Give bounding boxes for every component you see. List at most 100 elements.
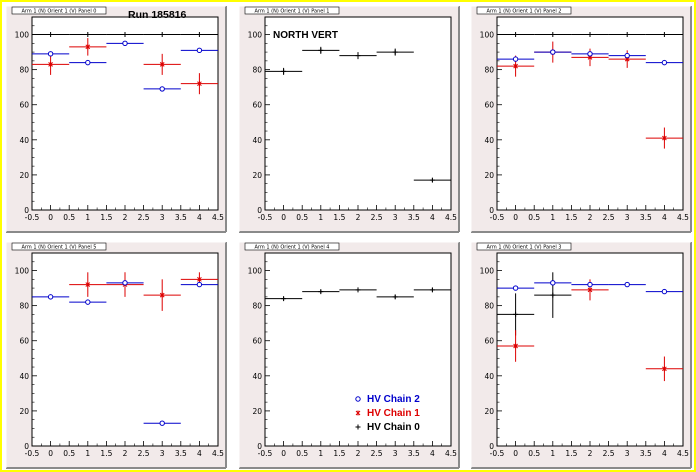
data-point-chain2 [587,281,593,288]
panel-title-box [476,242,572,251]
y-tick-label: 0 [24,442,29,451]
y-tick-label: 100 [480,31,495,40]
data-point-chain1 [662,366,667,372]
data-point-chain0 [355,53,361,59]
x-tick-label: 3.5 [408,213,420,222]
x-tick-label: 0.5 [296,213,308,222]
x-tick-label: 1.5 [565,449,577,458]
y-tick-label: 20 [484,171,494,180]
y-tick-label: 40 [252,136,262,145]
x-tick-label: -0.5 [25,213,40,222]
panel-title-box [244,6,340,15]
panel-title-box [476,6,572,15]
x-tick-label: 1 [318,449,323,458]
panel-3: Arm 1 (N) Orient 1 (V) Panel 5-0.5 0 0.5 1 1… [5,241,227,469]
data-point-chain2 [624,281,630,288]
legend-marker-chain2 [355,396,361,402]
x-tick-label: 4 [430,213,435,222]
x-tick-label: 0 [281,213,286,222]
data-point-chain2 [624,52,630,59]
x-tick-label: 4.5 [677,449,689,458]
x-tick-label: 4 [662,449,667,458]
data-point-chain0 [281,296,287,302]
x-tick-label: 0 [48,213,53,222]
panel-5: Arm 1 (N) Orient 1 (V) Panel 3-0.5 0 0.5 1 1… [470,241,692,469]
data-point-chain2 [85,59,91,66]
panel-4: Arm 1 (N) Orient 1 (V) Panel 4-0.5 0 0.5 1 1… [238,241,460,469]
legend-marker-chain1 [355,410,361,416]
data-point-chain2 [587,51,593,57]
x-tick-label: 0.5 [296,449,308,458]
y-tick-label: 60 [19,337,29,346]
y-tick-label: 100 [248,267,263,276]
panel-title: Arm 1 (N) Orient 1 (V) Panel 3 [487,245,562,251]
x-tick-label: 4 [197,213,202,222]
y-tick-label: 20 [19,171,29,180]
data-point-chain0 [392,49,398,55]
x-tick-label: 2 [356,213,361,222]
data-point-chain1 [159,61,165,67]
x-tick-label: 1.5 [333,213,345,222]
x-tick-label: -0.5 [490,213,505,222]
data-point-chain0 [429,177,435,183]
plot-frame [496,16,684,211]
data-point-chain2 [159,420,165,426]
x-tick-label: 3 [393,213,398,222]
y-tick-label: 80 [19,302,29,311]
data-point-chain2 [47,294,54,300]
x-tick-label: 4 [662,213,667,222]
y-tick-label: 80 [19,66,29,75]
x-tick-label: 0.5 [528,449,540,458]
data-point-chain1 [197,276,202,282]
legend-marker-chain0 [355,424,361,430]
data-point-chain1 [662,135,667,141]
data-point-chain2 [550,280,556,286]
data-point-chain0 [550,32,556,38]
x-tick-label: 1.5 [100,213,112,222]
data-point-chain0 [550,292,556,298]
x-tick-label: 3.5 [640,449,652,458]
data-point-chain0 [48,32,54,38]
x-tick-label: 0.5 [63,449,75,458]
data-point-chain2 [550,49,556,55]
x-tick-label: 4 [430,449,435,458]
x-tick-label: 2.5 [138,449,150,458]
data-point-chain0 [159,32,165,38]
x-tick-label: 2 [123,449,128,458]
x-tick-label: 4 [197,449,202,458]
panel-title: Arm 1 (N) Orient 1 (V) Panel 2 [487,9,562,15]
x-tick-label: 2 [588,213,593,222]
data-point-chain2 [512,285,519,291]
legend-label-chain0: HV Chain 0 [367,422,420,433]
x-tick-label: 0 [48,449,53,458]
x-tick-label: 1.5 [100,449,112,458]
y-tick-label: 40 [19,136,29,145]
data-point-chain2 [122,280,128,286]
y-tick-label: 0 [489,442,494,451]
run-label: Run 185816 [128,9,187,21]
y-tick-label: 0 [257,442,262,451]
x-tick-label: 3 [393,449,398,458]
y-tick-label: 40 [484,136,494,145]
legend-label-chain2: HV Chain 2 [367,394,420,405]
panel-0: Arm 1 (N) Orient 1 (V) Panel 0-0.5 0 0.5 1 1… [5,5,227,233]
x-tick-label: 3.5 [408,449,420,458]
y-tick-label: 0 [489,206,494,215]
data-point-chain1 [197,81,202,87]
x-tick-label: 2.5 [603,213,615,222]
x-tick-label: 3 [160,213,165,222]
x-tick-label: 4.5 [445,449,457,458]
x-tick-label: -0.5 [258,449,273,458]
y-tick-label: 80 [252,66,262,75]
panel-title-box [244,242,340,251]
data-point-chain0 [318,289,324,295]
y-tick-label: 20 [252,171,262,180]
x-tick-label: 3 [625,449,630,458]
x-tick-label: 3 [160,449,165,458]
panel-2: Arm 1 (N) Orient 1 (V) Panel 2-0.5 0 0.5 1 1… [470,5,692,233]
data-point-chain1 [159,292,165,298]
x-tick-label: 4.5 [212,449,224,458]
data-point-chain0 [318,47,324,53]
data-point-chain2 [512,56,519,62]
x-tick-label: 1 [85,213,90,222]
